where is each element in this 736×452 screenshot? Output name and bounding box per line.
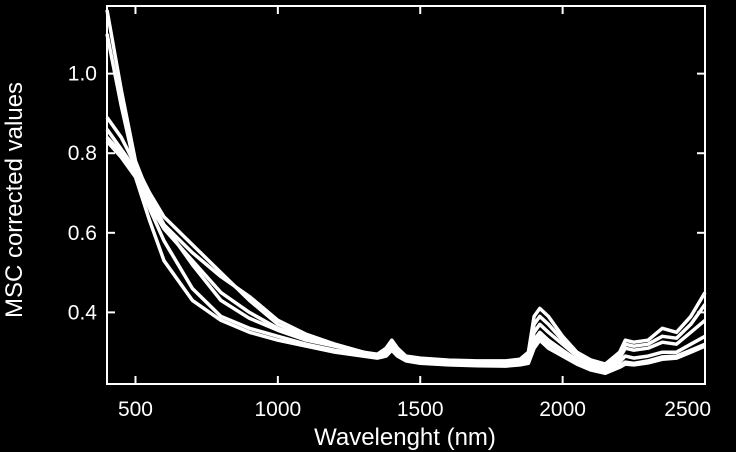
axes-layer: 500 1000 1500 2000 2500 0.4 0.6 0.8 1.0 (68, 5, 711, 421)
series-layer (105, 9, 707, 376)
y-tick-label: 0.6 (68, 222, 97, 245)
x-tick-label: 2500 (664, 398, 711, 421)
x-axis-title: Wavelenght (nm) (314, 424, 496, 451)
x-tick-label: 1500 (397, 398, 444, 421)
y-axis-title: MSC corrected values (1, 82, 28, 318)
y-tick-label: 0.8 (68, 142, 97, 165)
x-tick-label: 500 (118, 398, 153, 421)
y-tick-label: 1.0 (68, 63, 97, 86)
series-line-6 (105, 140, 706, 376)
y-tick-label: 0.4 (68, 301, 98, 324)
plot-frame (106, 5, 706, 385)
x-tick-label: 2000 (539, 398, 586, 421)
x-tick-label: 1000 (254, 398, 301, 421)
